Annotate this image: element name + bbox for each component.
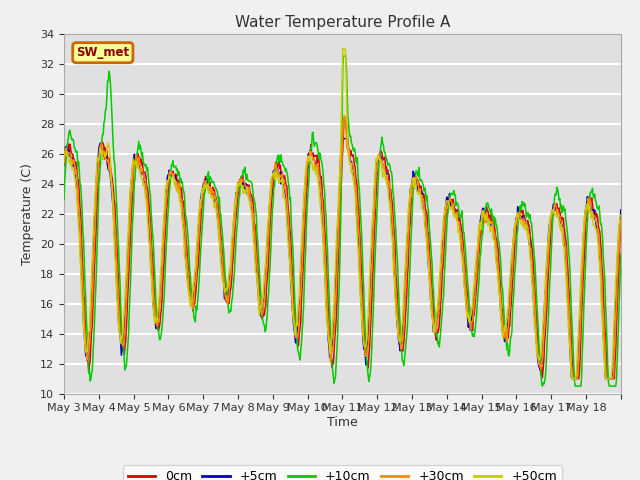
Text: SW_met: SW_met	[76, 46, 129, 59]
Y-axis label: Temperature (C): Temperature (C)	[22, 163, 35, 264]
Title: Water Temperature Profile A: Water Temperature Profile A	[235, 15, 450, 30]
X-axis label: Time: Time	[327, 416, 358, 429]
Legend: 0cm, +5cm, +10cm, +30cm, +50cm: 0cm, +5cm, +10cm, +30cm, +50cm	[123, 465, 562, 480]
